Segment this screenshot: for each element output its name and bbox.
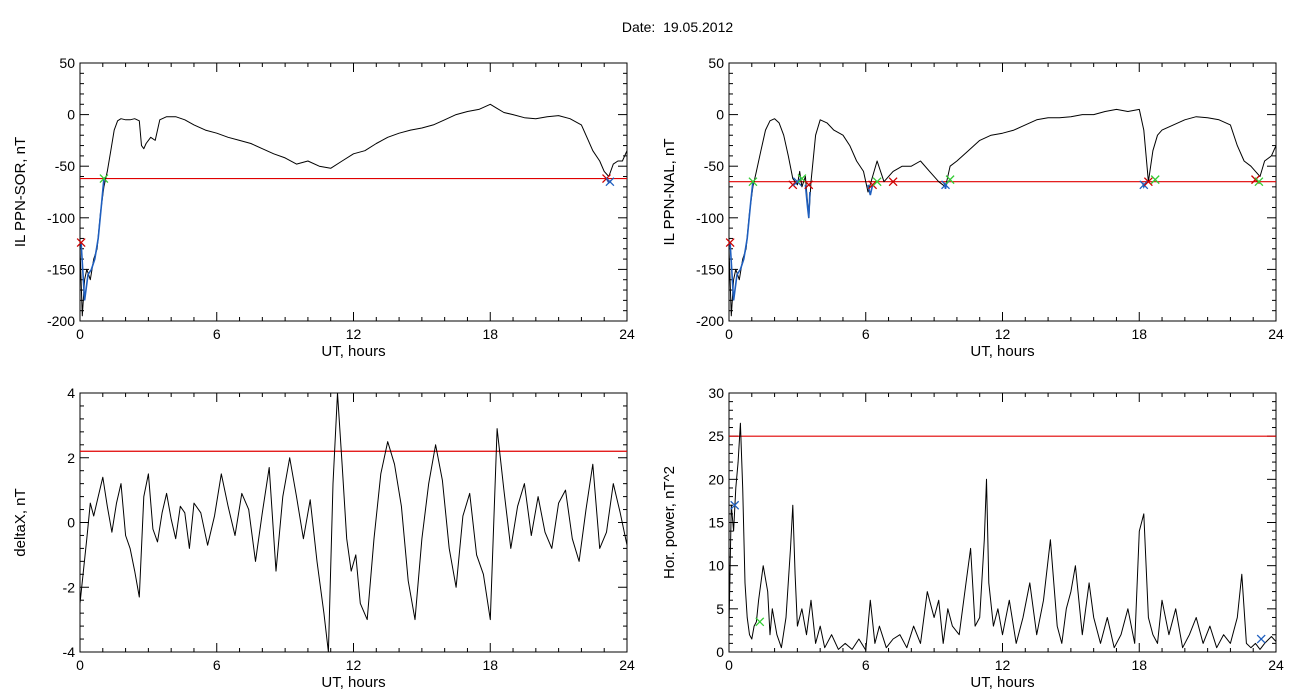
- highlight-segment: [804, 184, 811, 218]
- y-tick-label: 20: [708, 471, 724, 487]
- event-marker: [1256, 634, 1266, 644]
- y-tick-label: -4: [63, 644, 76, 660]
- event-marker: [99, 174, 109, 184]
- x-tick-label: 6: [213, 326, 221, 342]
- event-marker: [725, 238, 735, 248]
- series-line: [728, 422, 1277, 651]
- y-tick-label: -50: [55, 158, 75, 174]
- x-tick-label: 24: [1268, 326, 1284, 342]
- event-marker: [730, 500, 740, 510]
- x-tick-label: 12: [995, 657, 1011, 673]
- x-axis-label: UT, hours: [970, 343, 1034, 360]
- x-tick-label: 0: [76, 657, 84, 673]
- event-marker: [804, 180, 814, 190]
- x-tick-label: 12: [346, 326, 362, 342]
- y-tick-label: -2: [63, 579, 76, 595]
- y-tick-label: 15: [708, 515, 724, 531]
- event-marker: [1150, 175, 1160, 185]
- x-tick-label: 0: [76, 326, 84, 342]
- y-tick-label: 0: [67, 515, 75, 531]
- event-marker: [605, 177, 615, 187]
- x-tick-label: 0: [725, 657, 733, 673]
- y-tick-label: 10: [708, 558, 724, 574]
- y-tick-label: -150: [696, 261, 724, 277]
- event-marker: [76, 238, 86, 248]
- plot-frame: [728, 392, 1277, 653]
- y-tick-label: -100: [47, 210, 75, 226]
- y-tick-label: 0: [716, 107, 724, 123]
- x-tick-label: 6: [862, 326, 870, 342]
- chart-panel-ppn-sor: 0 6 12 18 24 -200 -150 -100 -50 0 50 UT, hours IL PP…: [12, 55, 635, 360]
- y-axis-label: deltaX, nT: [12, 488, 29, 556]
- event-marker: [755, 617, 765, 627]
- x-tick-label: 18: [482, 657, 498, 673]
- plot-frame: [79, 392, 628, 653]
- event-marker: [868, 180, 878, 190]
- y-axis-label: IL PPN-NAL, nT: [661, 139, 678, 246]
- chart-panel-ppn-nal: 0 6 12 18 24 -200 -150 -100 -50 0 50 UT, hours IL PP…: [661, 55, 1284, 360]
- series-line: [79, 103, 628, 317]
- y-tick-label: 30: [708, 385, 724, 401]
- series-line: [728, 108, 1277, 317]
- event-marker: [792, 177, 802, 187]
- series-line: [79, 392, 628, 653]
- y-tick-label: 25: [708, 428, 724, 444]
- y-axis-label: IL PPN-SOR, nT: [12, 137, 29, 247]
- x-axis-label: UT, hours: [970, 674, 1034, 691]
- y-tick-label: -150: [47, 261, 75, 277]
- y-tick-label: 5: [716, 601, 724, 617]
- event-marker: [748, 177, 758, 187]
- chart-panel-hor-power: 0 6 12 18 24 0 5 10 15 20 25 30 UT, hours Hor. power,…: [661, 385, 1284, 691]
- y-tick-label: -200: [696, 313, 724, 329]
- y-tick-label: 50: [59, 55, 75, 71]
- event-marker: [1254, 177, 1264, 187]
- x-tick-label: 12: [995, 326, 1011, 342]
- x-tick-label: 6: [862, 657, 870, 673]
- x-tick-label: 24: [1268, 657, 1284, 673]
- y-tick-label: 4: [67, 385, 75, 401]
- event-marker: [872, 177, 882, 187]
- x-tick-label: 6: [213, 657, 221, 673]
- y-tick-label: -100: [696, 210, 724, 226]
- event-marker: [1143, 177, 1153, 187]
- y-tick-label: 0: [716, 644, 724, 660]
- x-axis-label: UT, hours: [321, 343, 385, 360]
- x-axis-label: UT, hours: [321, 674, 385, 691]
- event-marker: [788, 180, 798, 190]
- y-tick-label: 0: [67, 107, 75, 123]
- highlight-segment: [80, 178, 105, 301]
- x-tick-label: 0: [725, 326, 733, 342]
- event-marker: [1139, 180, 1149, 190]
- y-axis-label: Hor. power, nT^2: [661, 466, 678, 579]
- x-tick-label: 12: [346, 657, 362, 673]
- x-tick-label: 18: [482, 326, 498, 342]
- y-tick-label: 2: [67, 450, 75, 466]
- x-tick-label: 24: [619, 326, 635, 342]
- x-tick-label: 24: [619, 657, 635, 673]
- plot-frame: [79, 62, 628, 322]
- y-tick-label: -50: [704, 158, 724, 174]
- y-tick-label: 50: [708, 55, 724, 71]
- event-marker: [888, 177, 898, 187]
- plot-frame: [728, 62, 1277, 322]
- x-tick-label: 18: [1131, 657, 1147, 673]
- y-tick-label: -200: [47, 313, 75, 329]
- event-marker: [945, 175, 955, 185]
- figure-title: Date: 19.05.2012: [621, 19, 734, 35]
- x-tick-label: 18: [1131, 326, 1147, 342]
- highlight-segment: [729, 181, 754, 301]
